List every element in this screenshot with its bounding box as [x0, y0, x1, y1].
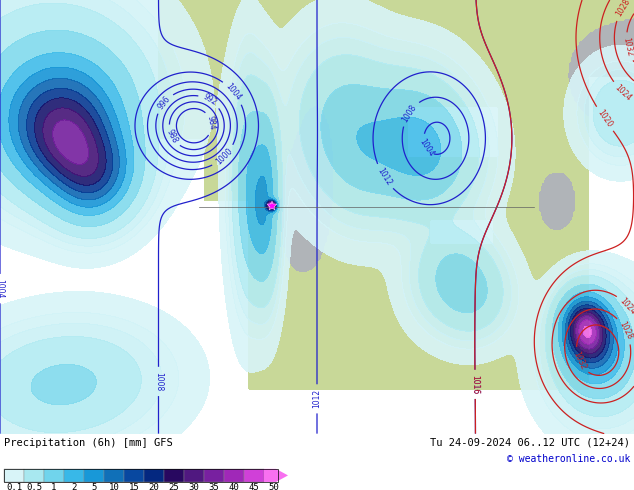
Text: 20: 20: [148, 483, 159, 490]
Bar: [104, 469, 124, 482]
Bar: [244, 469, 264, 482]
Bar: [4, 469, 24, 482]
Text: 1028: 1028: [618, 320, 634, 341]
Text: Precipitation (6h) [mm] GFS: Precipitation (6h) [mm] GFS: [4, 438, 172, 448]
Text: 35: 35: [209, 483, 219, 490]
Bar: [124, 469, 144, 482]
Text: 1016: 1016: [470, 375, 480, 394]
Text: 30: 30: [189, 483, 199, 490]
Bar: [44, 469, 64, 482]
Text: 1012: 1012: [313, 389, 321, 408]
Bar: [24, 469, 44, 482]
Text: 1004: 1004: [418, 137, 436, 158]
Text: 5: 5: [91, 483, 97, 490]
Text: 1032: 1032: [621, 37, 634, 57]
Text: 992: 992: [201, 93, 218, 108]
Text: 1024: 1024: [618, 296, 634, 316]
Bar: [184, 469, 204, 482]
FancyArrow shape: [264, 469, 288, 482]
Bar: [64, 469, 84, 482]
Text: 996: 996: [156, 95, 172, 112]
Bar: [144, 469, 164, 482]
Text: 984: 984: [205, 116, 217, 131]
Text: 0.1: 0.1: [6, 483, 22, 490]
Text: 25: 25: [169, 483, 179, 490]
Text: 2: 2: [71, 483, 77, 490]
Text: 0.5: 0.5: [26, 483, 42, 490]
Text: 15: 15: [129, 483, 139, 490]
Text: Tu 24-09-2024 06..12 UTC (12+24): Tu 24-09-2024 06..12 UTC (12+24): [430, 438, 630, 448]
Text: 1020: 1020: [595, 108, 614, 129]
Bar: [224, 469, 244, 482]
Text: 1008: 1008: [154, 372, 163, 391]
Text: 1000: 1000: [214, 147, 234, 167]
Text: 1032: 1032: [571, 350, 587, 372]
Bar: [84, 469, 104, 482]
Text: 1008: 1008: [400, 102, 418, 123]
Text: 1004: 1004: [224, 82, 243, 102]
Text: 1004: 1004: [0, 279, 4, 298]
Text: 50: 50: [269, 483, 280, 490]
Bar: [4, 469, 278, 482]
Text: 10: 10: [108, 483, 119, 490]
Text: 1012: 1012: [375, 167, 393, 188]
Bar: [204, 469, 224, 482]
Text: 40: 40: [229, 483, 240, 490]
Text: 1016: 1016: [470, 375, 480, 394]
Text: 988: 988: [165, 128, 179, 145]
Text: 1024: 1024: [613, 83, 633, 103]
Text: 45: 45: [249, 483, 259, 490]
Text: © weatheronline.co.uk: © weatheronline.co.uk: [507, 454, 630, 464]
Text: 1: 1: [51, 483, 56, 490]
Text: 1028: 1028: [614, 0, 631, 18]
Bar: [164, 469, 184, 482]
